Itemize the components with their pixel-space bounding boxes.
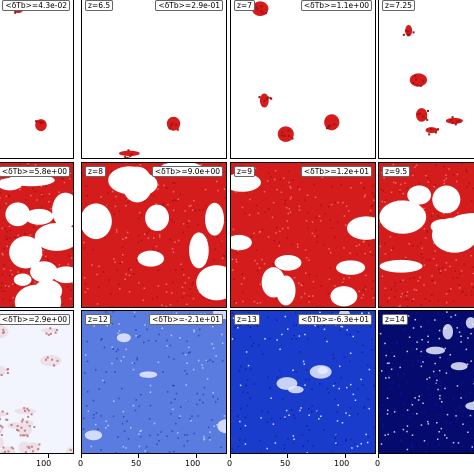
x-tickmark — [287, 454, 288, 458]
x-tick-label: 50 — [131, 459, 142, 468]
redshift-label: z=9 — [234, 166, 255, 177]
brightness-map — [12, 5, 47, 132]
x-tickmark — [138, 454, 139, 458]
dtb-label: <δTb>=9.0e+00 — [151, 166, 223, 177]
brightness-map — [252, 1, 340, 142]
x-tickmark — [196, 454, 197, 458]
x-tickmark — [81, 454, 82, 458]
brightness-map — [231, 163, 375, 307]
x-tick-label: 0 — [78, 459, 84, 468]
brightness-map — [82, 311, 226, 453]
panel-row1-col4: z=7.25 — [378, 0, 474, 159]
panel-row1-col3: z=7 <δTb>=1.1e+00 — [230, 0, 376, 159]
panel-row1-col2: z=6.5 <δTb>=2.9e-01 — [81, 0, 227, 159]
x-tickmark — [378, 454, 379, 458]
brightness-map — [379, 311, 474, 453]
x-tickmark — [345, 454, 346, 458]
dtb-label: <δTb>=2.9e-01 — [155, 0, 223, 11]
dtb-label: <δTb>=4.3e-02 — [2, 0, 70, 11]
brightness-map — [0, 311, 73, 453]
panel-row1-col1: <δTb>=4.3e-02 — [0, 0, 74, 159]
redshift-label: z=7.25 — [382, 0, 415, 11]
x-tick-label: 100 — [334, 459, 350, 468]
panel-row2-col3: z=9 <δTb>=1.2e+01 — [230, 162, 376, 308]
redshift-label: z=12 — [85, 314, 111, 325]
redshift-label: z=13 — [234, 314, 260, 325]
x-tickmark — [48, 454, 49, 458]
x-tickmark — [230, 454, 231, 458]
dtb-label: <δTb>=1.1e+00 — [300, 0, 372, 11]
brightness-map — [397, 0, 463, 136]
dtb-label: <δTb>=5.8e+00 — [0, 166, 70, 177]
dtb-label: <δTb>=-2.1e+01 — [149, 314, 223, 325]
panel-row3-col1: <δTb>=2.9e+00 — [0, 310, 74, 454]
dtb-label: <δTb>=-6.3e+01 — [298, 314, 372, 325]
brightness-map — [0, 163, 73, 307]
panel-row2-col4: z=9.5 — [378, 162, 474, 308]
panel-row3-col4: z=14 — [378, 310, 474, 454]
x-tick-label: 100 — [36, 459, 52, 468]
x-tick-label: 100 — [185, 459, 201, 468]
redshift-label: z=6.5 — [85, 0, 114, 11]
panel-row3-col2: z=12 <δTb>=-2.1e+01 — [81, 310, 227, 454]
x-tick-label: 0 — [227, 459, 233, 468]
brightness-map — [82, 163, 226, 307]
redshift-label: z=14 — [382, 314, 408, 325]
brightness-map — [118, 116, 181, 158]
redshift-label: z=9.5 — [382, 166, 411, 177]
dtb-label: <δTb>=1.2e+01 — [300, 166, 372, 177]
panel-row3-col3: z=13 <δTb>=-6.3e+01 — [230, 310, 376, 454]
redshift-label: z=8 — [85, 166, 106, 177]
x-tick-label: 50 — [280, 459, 291, 468]
redshift-label: z=7 — [234, 0, 255, 11]
panel-row2-col2: z=8 <δTb>=9.0e+00 — [81, 162, 227, 308]
x-tick-label: 0 — [375, 459, 381, 468]
panel-row2-col1: <δTb>=5.8e+00 — [0, 162, 74, 308]
brightness-map — [379, 163, 474, 307]
dtb-label: <δTb>=2.9e+00 — [0, 314, 70, 325]
brightness-map — [231, 311, 375, 453]
